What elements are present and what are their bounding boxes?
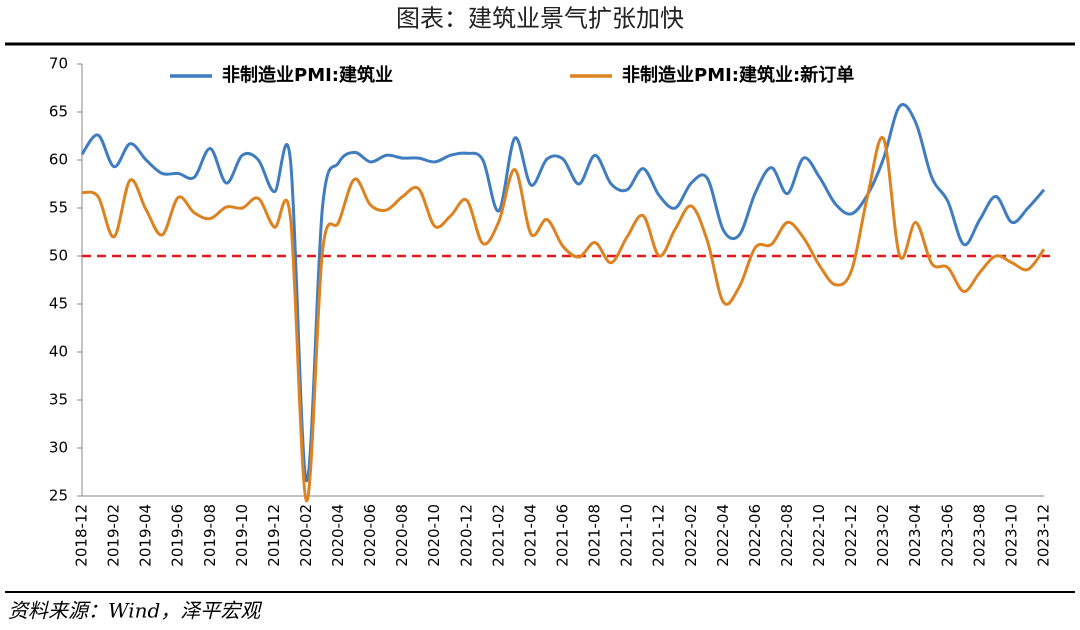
x-tick-label: 2023-02 [874, 504, 892, 567]
legend-label: 非制造业PMI:建筑业 [222, 64, 393, 86]
x-tick-label: 2020-10 [425, 504, 443, 567]
y-tick-label: 35 [49, 391, 68, 409]
y-tick-label: 40 [49, 343, 68, 361]
x-tick-label: 2019-06 [169, 504, 187, 567]
x-tick-label: 2022-10 [810, 504, 828, 567]
x-tick-label: 2022-08 [778, 504, 796, 567]
series-line [81, 135, 1046, 503]
x-tick-label: 2019-10 [233, 504, 251, 567]
x-tick-label: 2023-04 [906, 504, 924, 567]
chart-title: 图表：建筑业景气扩张加快 [396, 5, 684, 33]
x-tick-label: 2019-02 [105, 504, 123, 567]
x-tick-label: 2019-04 [137, 504, 155, 567]
legend-label: 非制造业PMI:建筑业:新订单 [622, 64, 854, 86]
x-tick-label: 2018-12 [73, 504, 91, 567]
x-tick-label: 2023-06 [938, 504, 956, 567]
x-tick-label: 2020-02 [297, 504, 315, 567]
x-tick-label: 2020-08 [393, 504, 411, 567]
y-tick-label: 60 [49, 151, 68, 169]
x-tick-label: 2020-04 [329, 504, 347, 567]
y-tick-label: 30 [49, 439, 68, 457]
x-tick-label: 2021-08 [586, 504, 604, 567]
x-tick-label: 2022-12 [842, 504, 860, 567]
x-tick-label: 2020-12 [457, 504, 475, 567]
x-tick-label: 2023-12 [1035, 504, 1053, 567]
x-tick-label: 2021-04 [521, 504, 539, 567]
x-tick-label: 2019-08 [201, 504, 219, 567]
x-tick-label: 2022-02 [682, 504, 700, 567]
y-tick-label: 25 [49, 487, 68, 505]
y-tick-label: 45 [49, 295, 68, 313]
y-tick-label: 50 [49, 247, 68, 265]
y-tick-label: 65 [49, 103, 68, 121]
y-tick-label: 55 [49, 199, 68, 217]
x-tick-label: 2022-04 [714, 504, 732, 567]
x-tick-label: 2021-06 [554, 504, 572, 567]
source-note: 资料来源：Wind，泽平宏观 [8, 599, 262, 623]
y-tick-label: 70 [49, 55, 68, 73]
x-tick-label: 2021-10 [618, 504, 636, 567]
x-tick-label: 2023-08 [970, 504, 988, 567]
x-tick-label: 2019-12 [265, 504, 283, 567]
x-tick-label: 2020-06 [361, 504, 379, 567]
x-tick-label: 2022-06 [746, 504, 764, 567]
series-line [80, 103, 1046, 483]
x-tick-label: 2023-10 [1002, 504, 1020, 567]
x-tick-label: 2021-12 [650, 504, 668, 567]
x-tick-label: 2021-02 [489, 504, 507, 567]
